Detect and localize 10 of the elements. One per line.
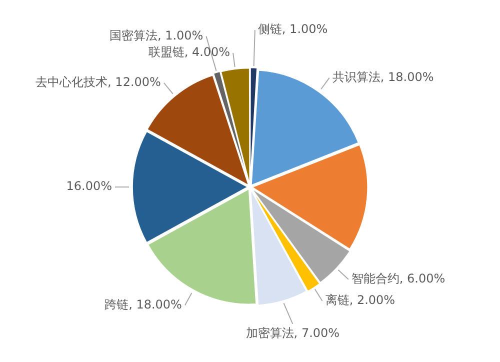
data-label: 16.00% <box>66 179 112 194</box>
slice-label: 跨链, 18.00% <box>104 297 182 312</box>
slice-label: 加密算法, 7.00% <box>246 326 340 340</box>
slice-label: 去中心化技术, 12.00% <box>36 75 161 90</box>
slice-label: 侧链, 1.00% <box>258 22 328 36</box>
slice-label: 国密算法, 1.00% <box>109 28 204 42</box>
slice-label: 联盟链, 4.00% <box>148 45 230 60</box>
slice-label: 共识算法, 18.00% <box>332 70 434 84</box>
slice-label: 智能合约, 6.00% <box>351 272 446 286</box>
slice-label: 离链, 2.00% <box>325 293 396 308</box>
